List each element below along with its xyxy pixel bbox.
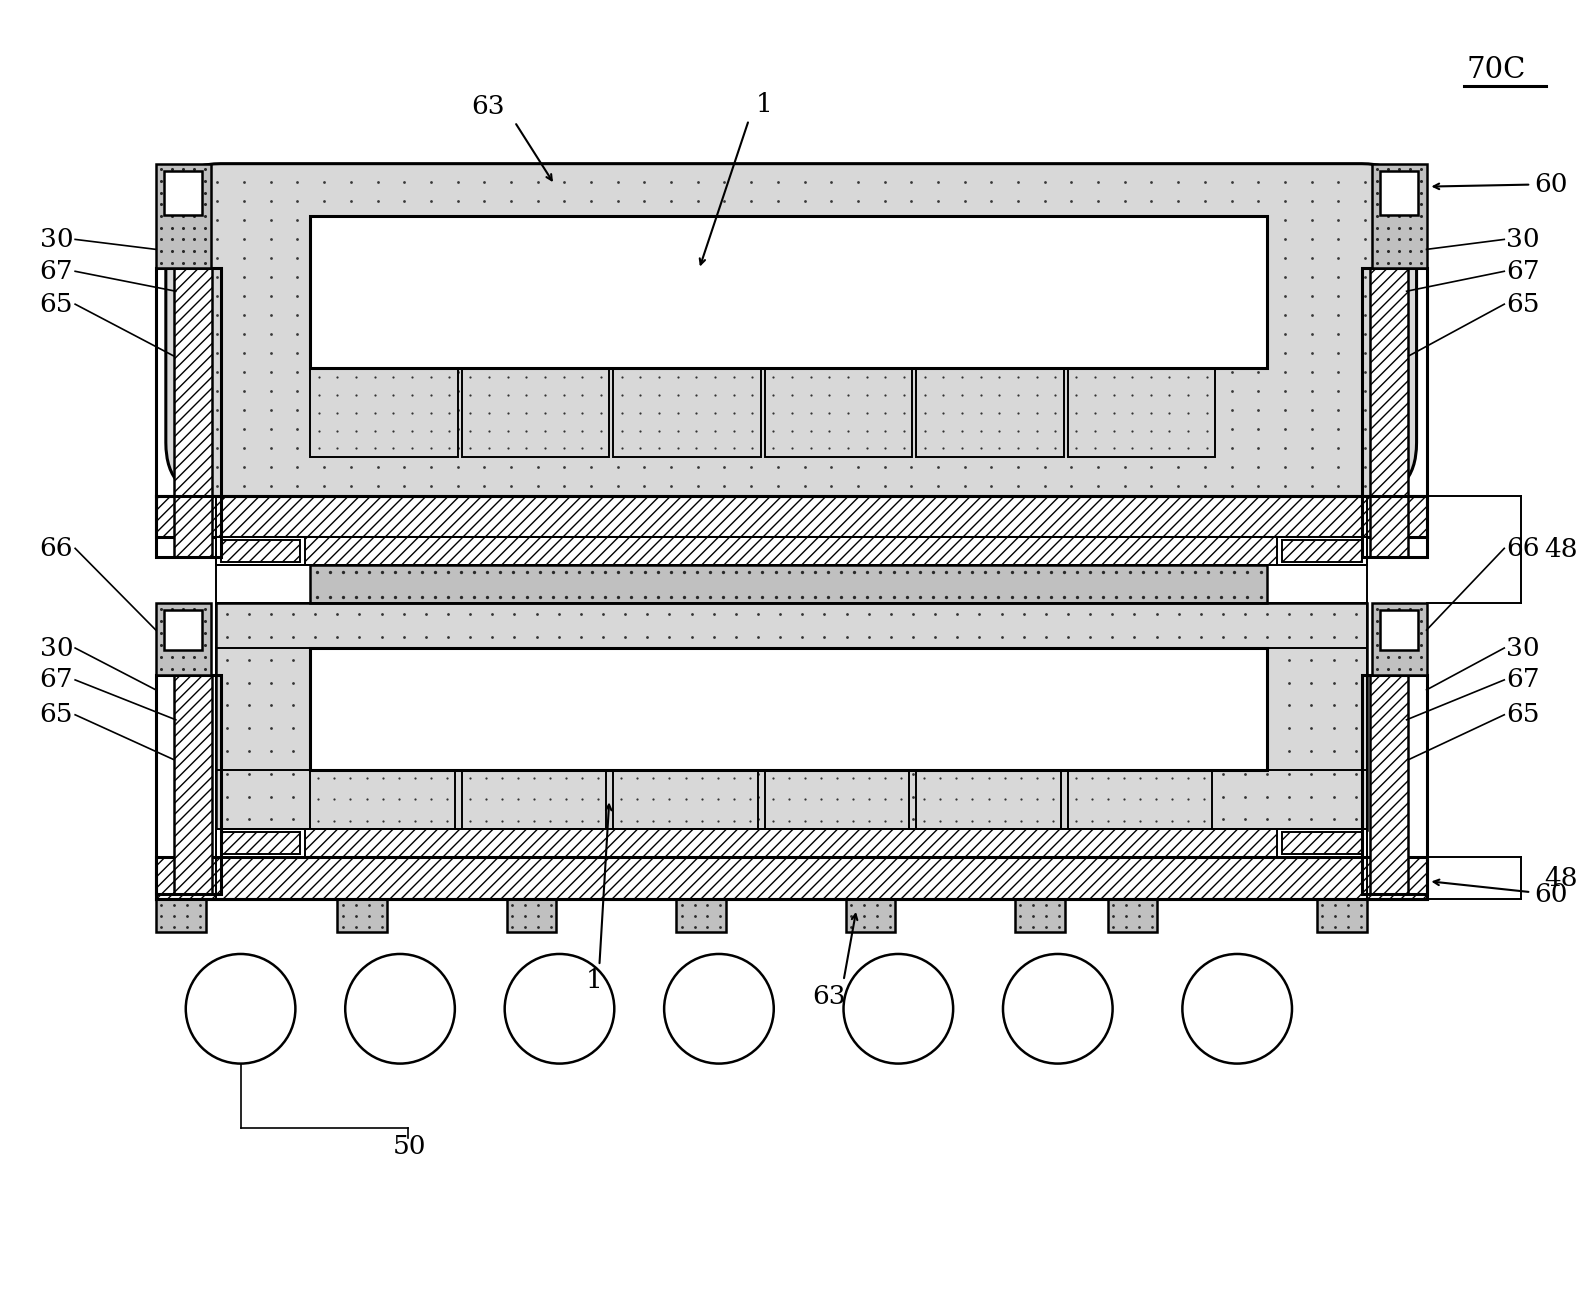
Bar	[1361, 674, 1426, 894]
Text: 48: 48	[1543, 866, 1578, 891]
Bar	[1069, 769, 1213, 829]
Bar	[155, 268, 220, 557]
Text: 66: 66	[1507, 536, 1540, 561]
Circle shape	[1183, 954, 1292, 1064]
FancyBboxPatch shape	[166, 164, 1417, 497]
Bar	[215, 538, 1366, 565]
Text: 63: 63	[470, 94, 505, 120]
Circle shape	[345, 954, 454, 1064]
Text: 65: 65	[1507, 702, 1540, 728]
Bar	[1282, 540, 1361, 562]
Text: 67: 67	[40, 668, 73, 693]
Bar	[337, 900, 388, 932]
Bar	[163, 171, 201, 216]
Text: 1: 1	[755, 92, 773, 117]
Bar	[174, 674, 212, 894]
Bar	[215, 829, 1366, 857]
Text: 67: 67	[1507, 668, 1540, 693]
Text: 65: 65	[40, 702, 73, 728]
Bar	[1372, 164, 1426, 268]
Bar	[1108, 900, 1157, 932]
Bar	[1277, 538, 1366, 565]
Bar	[310, 216, 1266, 368]
Bar	[155, 603, 211, 674]
Circle shape	[505, 954, 614, 1064]
Bar	[765, 769, 909, 829]
Bar	[163, 611, 201, 650]
Text: 60: 60	[1534, 172, 1567, 197]
Bar	[155, 857, 1426, 900]
Text: 67: 67	[1507, 259, 1540, 284]
Bar	[1317, 900, 1366, 932]
Bar	[845, 900, 896, 932]
Text: 65: 65	[40, 292, 73, 316]
Circle shape	[844, 954, 953, 1064]
Bar	[1282, 832, 1361, 854]
Bar	[917, 769, 1061, 829]
Bar	[220, 540, 301, 562]
Bar	[1372, 603, 1426, 674]
Text: 30: 30	[1507, 635, 1540, 660]
Bar	[507, 900, 557, 932]
Bar	[1015, 900, 1065, 932]
Circle shape	[1004, 954, 1113, 1064]
Bar	[215, 538, 306, 565]
Bar	[1380, 611, 1417, 650]
Text: 66: 66	[40, 536, 73, 561]
Circle shape	[185, 954, 296, 1064]
Bar	[1369, 674, 1407, 894]
Bar	[310, 648, 1266, 769]
Bar	[462, 368, 609, 457]
Text: 67: 67	[40, 259, 73, 284]
Bar	[220, 832, 301, 854]
Bar	[215, 829, 306, 857]
Bar	[155, 164, 211, 268]
Bar	[1361, 268, 1426, 557]
Bar	[765, 368, 912, 457]
Text: 65: 65	[1507, 292, 1540, 316]
Text: 30: 30	[1507, 227, 1540, 251]
Text: 1: 1	[586, 969, 603, 993]
Text: 48: 48	[1543, 536, 1578, 562]
Bar	[1069, 368, 1216, 457]
Bar	[174, 268, 212, 557]
Bar	[310, 565, 1266, 603]
Text: 63: 63	[812, 984, 845, 1009]
Text: 60: 60	[1534, 881, 1567, 906]
Bar	[1380, 171, 1417, 216]
Circle shape	[665, 954, 774, 1064]
Bar	[155, 674, 220, 894]
Bar	[917, 368, 1064, 457]
Text: 50: 50	[393, 1134, 427, 1159]
Bar	[215, 603, 1366, 831]
Bar	[155, 900, 206, 932]
Bar	[613, 368, 761, 457]
Bar	[676, 900, 727, 932]
Text: 30: 30	[40, 227, 73, 251]
Bar	[310, 769, 454, 829]
Bar	[310, 368, 457, 457]
Bar	[155, 496, 1426, 538]
Bar	[613, 769, 758, 829]
Bar	[1369, 268, 1407, 557]
Bar	[462, 769, 606, 829]
Bar	[1277, 829, 1366, 857]
Text: 30: 30	[40, 635, 73, 660]
Text: 70C: 70C	[1466, 56, 1526, 83]
